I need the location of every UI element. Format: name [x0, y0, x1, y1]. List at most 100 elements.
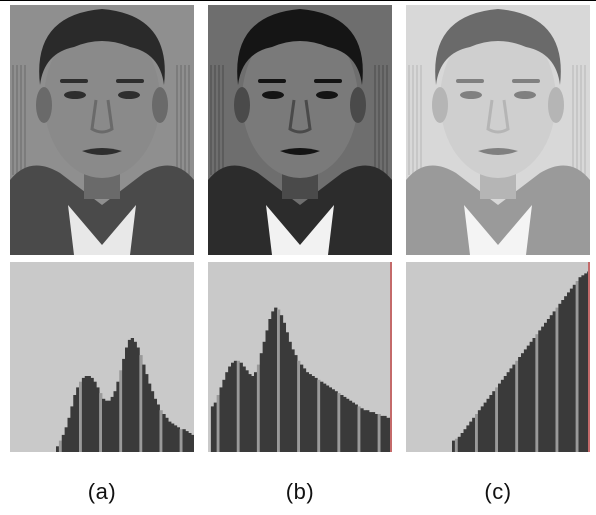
- histogram-bar: [165, 417, 169, 452]
- face-photo-c-drawing: [406, 5, 590, 255]
- histogram-bar: [466, 425, 470, 452]
- histogram-bar: [483, 402, 487, 452]
- histogram-bar: [233, 360, 238, 452]
- histogram-bar: [119, 370, 123, 452]
- histogram-bar: [323, 383, 327, 452]
- histogram-bar: [463, 429, 467, 452]
- right-eyebrow: [116, 79, 144, 83]
- histogram-bar: [360, 408, 364, 452]
- left-eye: [262, 91, 284, 99]
- histogram-bar: [544, 322, 548, 452]
- histogram-bar: [300, 364, 304, 452]
- face: [242, 22, 358, 178]
- nose: [90, 99, 114, 134]
- histogram-bar: [265, 330, 269, 452]
- right-eye: [316, 91, 338, 99]
- histogram-bar: [156, 404, 160, 452]
- left-ear: [36, 87, 52, 123]
- background-stripe: [180, 65, 182, 175]
- histogram-bar: [561, 300, 565, 452]
- background-stripe: [580, 65, 582, 175]
- background-stripe: [16, 65, 18, 175]
- jacket: [208, 165, 392, 255]
- histogram-bar: [173, 425, 178, 452]
- face-photo-c: [406, 5, 590, 255]
- histogram-bar: [191, 434, 194, 452]
- histogram-bar: [150, 391, 155, 452]
- histogram-bar: [130, 338, 135, 452]
- histogram-bar: [325, 385, 330, 452]
- face-photo-b: [208, 5, 392, 255]
- histogram-bar: [584, 273, 588, 452]
- mouth: [82, 148, 122, 155]
- histogram-bar: [133, 341, 137, 452]
- histogram-bar: [171, 423, 175, 452]
- histogram-bar: [219, 387, 223, 452]
- histogram-bar: [182, 429, 186, 452]
- histogram-bar: [162, 414, 166, 452]
- face: [440, 22, 556, 178]
- histogram-bar: [383, 415, 387, 452]
- background-stripe: [184, 65, 186, 175]
- background-stripe: [382, 65, 384, 175]
- shirt: [266, 205, 334, 255]
- histogram-bar: [337, 393, 341, 452]
- caption-b: (b): [285, 479, 315, 504]
- histogram-bar: [567, 292, 571, 452]
- histogram-bar: [127, 339, 132, 452]
- histogram-bar: [159, 410, 163, 452]
- histogram-bar: [328, 387, 333, 452]
- histogram-bar: [377, 414, 381, 452]
- histogram-bar: [251, 376, 255, 452]
- histogram-edge-line: [588, 262, 590, 452]
- histogram-bar: [239, 362, 243, 452]
- histogram-bar: [84, 376, 89, 452]
- histogram-bar: [254, 372, 258, 452]
- background-stripe: [416, 65, 418, 175]
- histogram-bar: [503, 376, 508, 452]
- histogram-bar: [99, 393, 103, 452]
- histogram-bar: [67, 417, 71, 452]
- histogram-bar: [575, 281, 579, 452]
- histogram-bar: [498, 383, 502, 452]
- shirt: [68, 205, 136, 255]
- histogram-bar: [113, 391, 117, 452]
- histogram-bar: [354, 404, 358, 452]
- histogram-bar: [371, 412, 376, 452]
- histogram-bar: [546, 319, 551, 452]
- histogram-bar: [489, 395, 493, 452]
- histogram-bar: [70, 406, 74, 452]
- background-stripe: [576, 65, 578, 175]
- hair: [237, 9, 363, 85]
- histogram-bar: [96, 387, 100, 452]
- right-ear: [152, 87, 168, 123]
- histogram-bar: [153, 398, 158, 452]
- background-stripe: [222, 65, 224, 175]
- right-eyebrow: [314, 79, 342, 83]
- histogram-bar: [285, 332, 289, 452]
- background-stripe: [210, 65, 212, 175]
- histogram-bar: [369, 412, 373, 452]
- background-stripe: [584, 65, 586, 175]
- histogram-bar: [541, 326, 545, 452]
- background-stripe: [20, 65, 22, 175]
- histogram-bar: [58, 440, 63, 452]
- hair: [435, 9, 561, 85]
- histogram-bar: [90, 377, 94, 452]
- histogram-bar: [331, 389, 335, 452]
- histogram-bar: [549, 315, 554, 452]
- right-eye: [118, 91, 140, 99]
- histogram-bar: [268, 319, 272, 452]
- histogram-bar: [532, 338, 536, 452]
- histogram-bar: [314, 377, 318, 452]
- histogram-bar: [102, 398, 106, 452]
- histogram-bar: [578, 277, 582, 452]
- histogram-bar: [185, 431, 189, 452]
- histogram-bar: [320, 381, 324, 452]
- histogram-bar: [73, 395, 77, 452]
- nose: [288, 99, 312, 134]
- histogram-bar: [297, 360, 301, 452]
- histogram-bar: [518, 357, 522, 452]
- histogram-bar: [274, 307, 278, 452]
- left-eyebrow: [258, 79, 286, 83]
